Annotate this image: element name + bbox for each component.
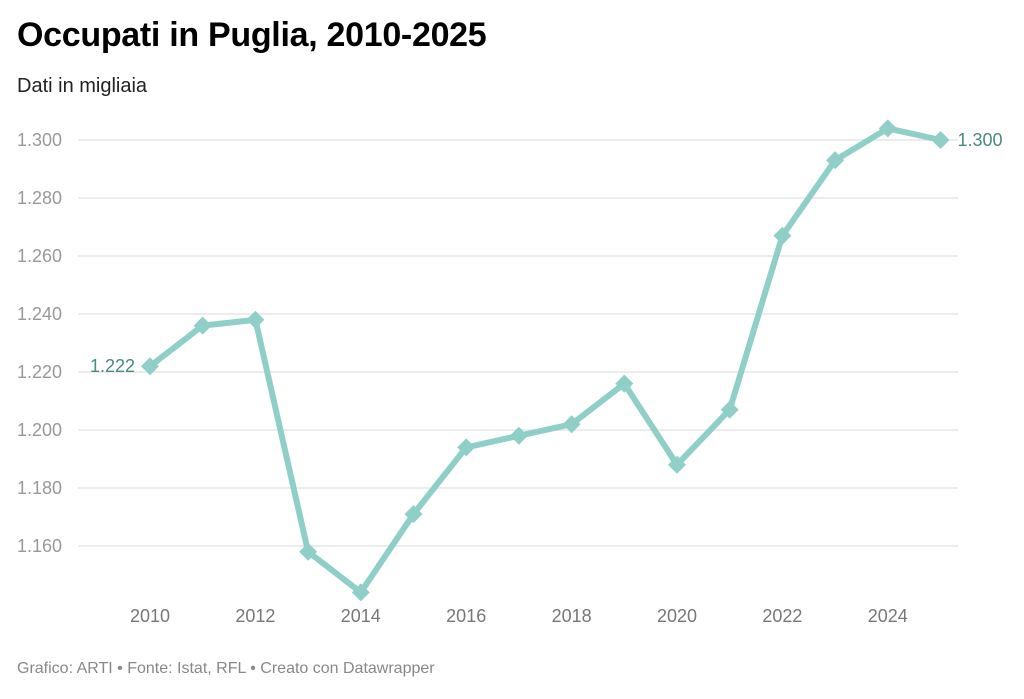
data-label: 1.222 — [90, 356, 135, 376]
x-tick-label: 2016 — [446, 606, 486, 626]
data-point-marker — [246, 310, 265, 329]
chart-footer: Grafico: ARTI • Fonte: Istat, RFL • Crea… — [17, 660, 435, 677]
y-tick-label: 1.160 — [17, 536, 62, 556]
x-tick-label: 2022 — [762, 606, 802, 626]
x-tick-label: 2020 — [657, 606, 697, 626]
data-point-marker — [457, 438, 476, 457]
data-point-marker — [668, 455, 686, 474]
y-tick-label: 1.220 — [17, 362, 62, 382]
data-point-marker — [193, 316, 212, 335]
data-point-marker — [562, 415, 581, 434]
data-point-marker — [878, 119, 897, 138]
chart-subtitle: Dati in migliaia — [17, 75, 148, 97]
data-label: 1.300 — [958, 130, 1003, 150]
data-point-marker — [826, 151, 845, 170]
data-point-marker — [299, 542, 318, 561]
x-tick-label: 2014 — [341, 606, 381, 626]
data-point-marker — [615, 374, 634, 393]
y-tick-label: 1.180 — [17, 478, 62, 498]
series-occupati — [141, 119, 950, 602]
x-tick-label: 2018 — [552, 606, 592, 626]
data-point-marker — [931, 131, 950, 149]
x-tick-label: 2024 — [868, 606, 908, 626]
y-tick-label: 1.280 — [17, 188, 62, 208]
data-point-marker — [509, 426, 528, 445]
x-tick-label: 2012 — [235, 606, 275, 626]
y-tick-label: 1.260 — [17, 246, 62, 266]
data-point-marker — [351, 583, 370, 602]
x-tick-label: 2010 — [130, 606, 170, 626]
data-labels: 1.222 1.300 — [90, 130, 1003, 376]
y-tick-label: 1.300 — [17, 130, 62, 150]
x-axis-ticks: 2010 2012 2014 2016 2018 2020 2022 2024 — [130, 606, 908, 626]
data-point-marker — [720, 400, 739, 419]
data-point-marker — [773, 226, 792, 245]
gridlines — [78, 139, 958, 547]
y-tick-label: 1.200 — [17, 420, 62, 440]
data-point-marker — [404, 505, 423, 524]
chart-title: Occupati in Puglia, 2010-2025 — [17, 16, 487, 54]
data-point-marker — [141, 357, 159, 376]
y-tick-label: 1.240 — [17, 304, 62, 324]
y-axis-ticks: 1.160 1.180 1.200 1.220 1.240 1.260 1.280 1.300 — [17, 130, 62, 556]
series-line — [147, 125, 944, 596]
